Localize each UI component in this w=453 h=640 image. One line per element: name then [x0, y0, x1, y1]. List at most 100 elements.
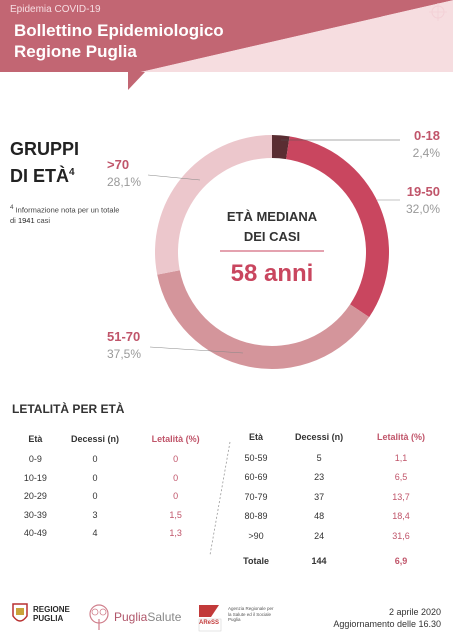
- lethality-title: LETALITÀ PER ETÀ: [12, 402, 125, 416]
- banner-title: Bollettino Epidemiologico Regione Puglia: [14, 20, 224, 62]
- cell-deaths: 4: [92, 528, 98, 539]
- leader-line->70: [147, 174, 201, 181]
- table-row: 60-69 23 6,5: [234, 468, 442, 488]
- col-deaths-header: Decessi (n): [295, 432, 344, 442]
- median-label-line1: ETÀ MEDIANA: [227, 209, 318, 224]
- table-row: 80-89 48 18,4: [234, 507, 442, 527]
- puglia-salute-tree-icon: [89, 604, 109, 630]
- col-deaths-header: Decessi (n): [70, 434, 120, 444]
- cell-deaths: 23: [314, 472, 325, 483]
- banner-title-line2: Regione Puglia: [14, 42, 137, 61]
- report-date-text: 2 aprile 2020: [388, 607, 441, 617]
- cell-deaths: 0: [92, 472, 98, 483]
- category-label-19-50: 19-50: [407, 184, 440, 199]
- value-label-51-70: 37,5%: [107, 347, 141, 361]
- lethality-table-left: Età Decessi (n) Letalità (%) 0-9 0 0 10-19 0…: [16, 428, 216, 543]
- banner-decoration: [0, 0, 453, 90]
- cell-deaths: 24: [314, 530, 325, 541]
- cell-age: 40-49: [23, 528, 47, 539]
- banner-title-line1: Bollettino Epidemiologico: [14, 21, 224, 40]
- cell-lethality: 13,7: [392, 491, 410, 502]
- cell-deaths: 3: [92, 509, 98, 520]
- table-row: 40-49 4 1,3: [16, 524, 216, 543]
- col-lethality-header: Letalità (%): [151, 434, 200, 444]
- table-row: 0-9 0 0: [16, 450, 216, 469]
- col-age-header: Età: [28, 434, 43, 444]
- table-row: 30-39 3 1,5: [16, 506, 216, 525]
- footnote-suffix: casi: [36, 215, 51, 225]
- category-label->70: >70: [107, 157, 129, 172]
- report-date: 2 aprile 2020 Aggiornamento delle 16.30: [333, 606, 441, 630]
- cell-lethality: 0: [173, 472, 179, 483]
- leader-line-51-70: [149, 346, 244, 354]
- table-row: 20-29 0 0: [16, 487, 216, 506]
- table-row: >90 24 31,6: [234, 526, 442, 546]
- logo-salute-text: Salute: [147, 610, 182, 624]
- cell-lethality: 0: [173, 454, 179, 465]
- median-label-line2: DEI CASI: [244, 229, 300, 244]
- cell-lethality: 18,4: [392, 511, 410, 522]
- aress-logo-icon: [198, 605, 222, 632]
- donut-slice-0-18: [272, 135, 290, 160]
- median-value: 58 anni: [231, 260, 314, 287]
- cell-deaths: 0: [92, 454, 98, 465]
- table-row: 70-79 37 13,7: [234, 487, 442, 507]
- cell-age: 70-79: [244, 491, 268, 502]
- lethality-table-right: Età Decessi (n) Letalità (%) 50-59 5 1,1 60…: [234, 426, 442, 576]
- cell-deaths: 5: [316, 452, 322, 463]
- logo-puglia-text: Puglia: [114, 610, 148, 624]
- col-age-header: Età: [249, 432, 264, 442]
- logo-aress-text: AReSS: [199, 620, 220, 626]
- cell-age: >90: [248, 530, 264, 541]
- age-groups-title-line1: GRUPPI: [10, 139, 80, 159]
- logo-puglia-salute: PugliaSalute: [114, 610, 181, 624]
- footnote-count: 1941: [17, 215, 35, 225]
- category-label-0-18: 0-18: [414, 128, 440, 143]
- banner-subtitle: Epidemia COVID-19: [10, 4, 101, 15]
- cell-lethality: 1,3: [169, 528, 182, 539]
- value-label-19-50: 32,0%: [406, 202, 440, 216]
- cell-lethality: 6,5: [394, 472, 408, 483]
- cell-age: 10-19: [23, 472, 47, 483]
- total-deaths: 144: [311, 555, 327, 566]
- cell-lethality: 31,6: [392, 530, 410, 541]
- footnote-text: Informazione nota per un totale di: [10, 205, 120, 225]
- virus-icon: [429, 3, 447, 21]
- logo-aress-description: Agenzia Regionale per la Salute ed il So…: [228, 606, 274, 622]
- category-label-51-70: 51-70: [107, 329, 140, 344]
- table-divider: [209, 441, 231, 556]
- logo-regione-line1: REGIONE: [33, 605, 70, 614]
- logo-regione-puglia: REGIONE PUGLIA: [33, 605, 70, 623]
- total-lethality: 6,9: [394, 555, 408, 566]
- logo-regione-line2: PUGLIA: [33, 614, 64, 623]
- table-row: 10-19 0 0: [16, 469, 216, 488]
- donut-slice->70: [154, 135, 272, 275]
- cell-age: 30-39: [23, 509, 47, 520]
- cell-lethality: 1,1: [394, 452, 408, 463]
- age-groups-title-line2: DI ETÀ: [10, 166, 70, 186]
- footnote-note-marker: 4: [10, 204, 14, 211]
- footnote: 4 Informazione nota per un totale di 194…: [10, 203, 120, 226]
- cell-deaths: 48: [314, 511, 325, 522]
- value-label->70: 28,1%: [107, 175, 141, 189]
- col-lethality-header: Letalità (%): [377, 432, 426, 442]
- cell-lethality: 0: [173, 491, 179, 502]
- regione-puglia-emblem-icon: [12, 603, 28, 622]
- cell-deaths: 0: [92, 491, 98, 502]
- cell-age: 80-89: [244, 511, 268, 522]
- cell-age: 20-29: [23, 491, 47, 502]
- report-update-time: Aggiornamento delle 16.30: [333, 619, 441, 629]
- cell-age: 60-69: [244, 472, 268, 483]
- total-label: Totale: [243, 555, 269, 566]
- cell-lethality: 1,5: [169, 509, 182, 520]
- total-row: Totale 144 6,9: [234, 546, 442, 576]
- value-label-0-18: 2,4%: [413, 146, 441, 160]
- donut-slice-51-70: [157, 270, 370, 370]
- cell-deaths: 37: [314, 491, 325, 502]
- cell-age: 0-9: [28, 454, 42, 465]
- age-groups-title: GRUPPI DI ETÀ4: [10, 137, 79, 188]
- donut-slice-19-50: [286, 136, 389, 318]
- cell-age: 50-59: [244, 452, 268, 463]
- table-row: 50-59 5 1,1: [234, 448, 442, 468]
- age-donut-chart: 0-18 2,4% 19-50 32,0% 51-70 37,5% >70 28,1% ETÀ…: [107, 128, 441, 370]
